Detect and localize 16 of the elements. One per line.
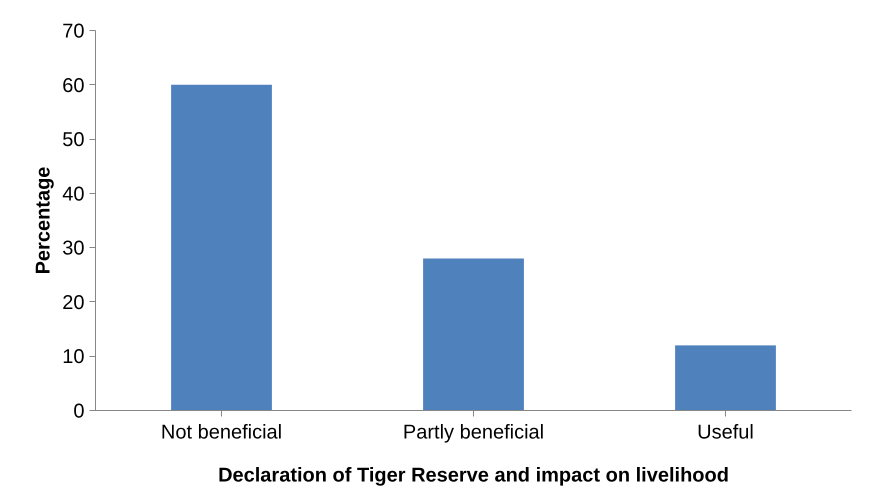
bar [423,258,524,410]
x-tick-label: Useful [697,422,754,444]
y-tick-label: 20 [62,292,85,314]
y-tick-label: 0 [73,400,84,422]
y-tick-label: 10 [62,346,85,368]
y-tick-label: 40 [62,183,85,206]
y-tick-label: 70 [62,20,85,42]
y-axis-title: Percentage [32,166,54,274]
bar [675,345,776,410]
bar [171,84,272,410]
x-axis-title: Declaration of Tiger Reserve and impact on livelihood [218,464,729,486]
y-tick-label: 60 [62,74,85,97]
x-tick-label: Not beneficial [160,422,282,444]
y-tick-label: 50 [62,129,85,152]
y-tick-label: 30 [62,238,85,260]
x-tick-label: Partly beneficial [402,422,544,444]
